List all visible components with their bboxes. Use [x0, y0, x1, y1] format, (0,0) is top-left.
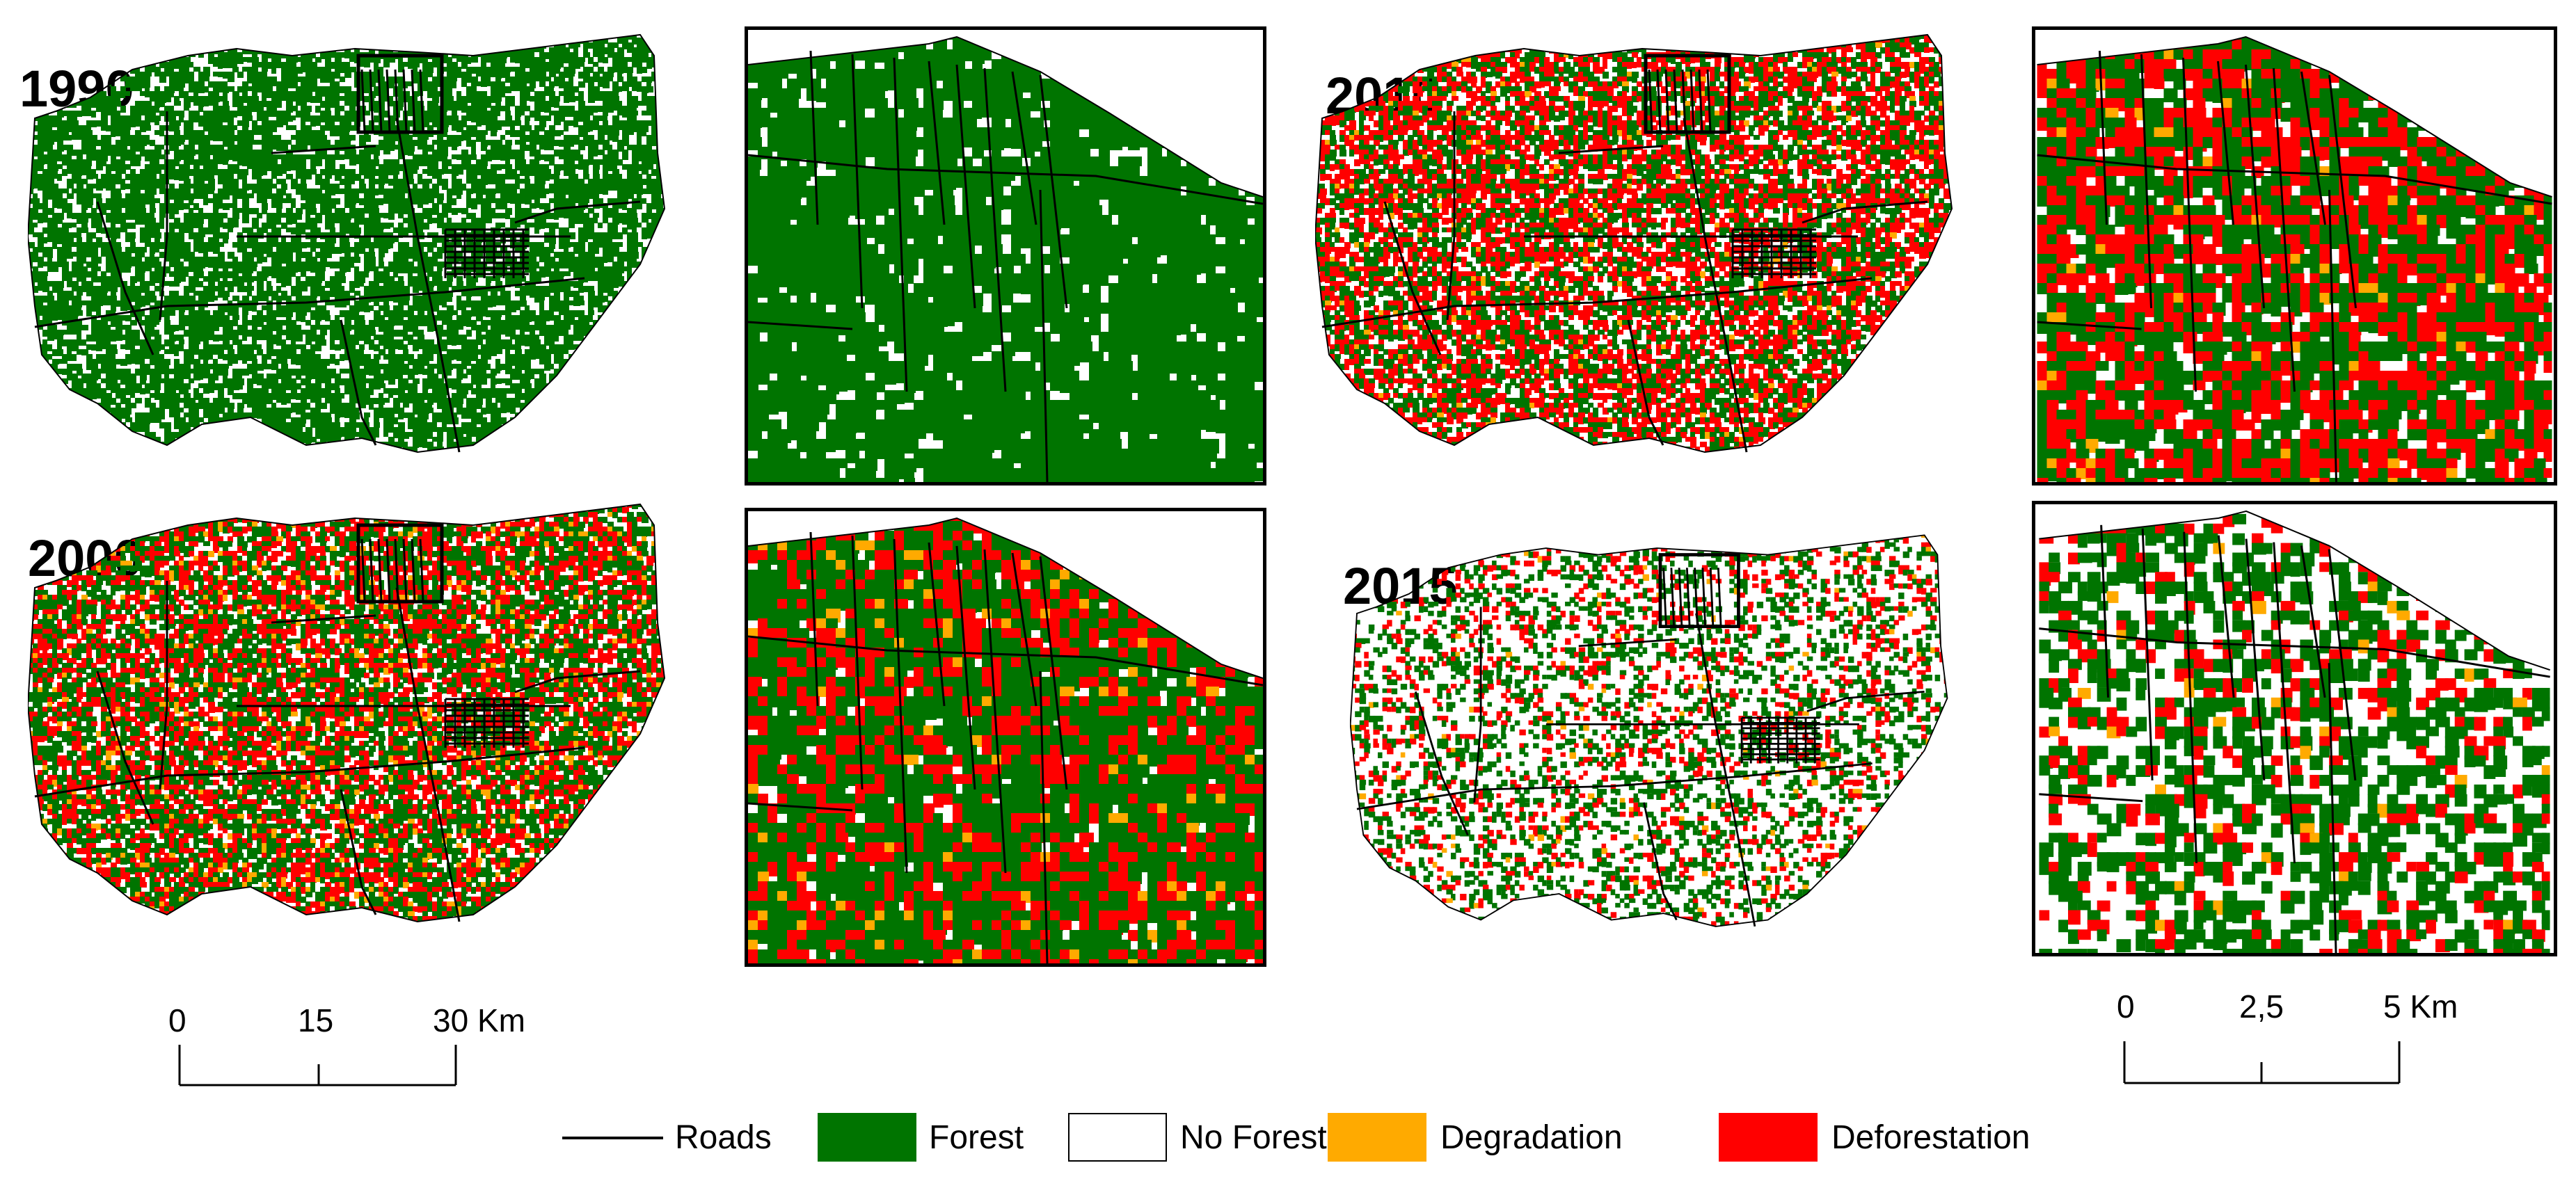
scale-tick-label: 0 [168, 1002, 186, 1039]
zoom-map-2000 [745, 508, 1266, 967]
zoom-map-2015 [2032, 501, 2557, 956]
legend-deforestation-swatch [1719, 1113, 1818, 1162]
scale-tick-label: 15 [298, 1002, 333, 1039]
legend-deforestation-label: Deforestation [1831, 1118, 2030, 1157]
legend-no-forest-label: No Forest [1180, 1118, 1327, 1157]
zoom-map-1990 [745, 26, 1266, 486]
regional-map-1990 [28, 28, 710, 473]
scale-tick-label: 30 Km [433, 1002, 525, 1039]
scale-tick-label: 0 [2117, 988, 2135, 1025]
scale-bar-regional: 0 15 30 Km [160, 1002, 550, 1099]
legend-no-forest-swatch [1068, 1113, 1167, 1162]
legend-degradation-swatch [1328, 1113, 1426, 1162]
regional-map-2010 [1315, 28, 1997, 473]
scale-bar-zoom: 0 2,5 5 Km [2108, 988, 2540, 1092]
regional-map-2000 [28, 497, 710, 943]
legend-degradation-label: Degradation [1440, 1118, 1623, 1157]
scale-tick-label: 5 Km [2383, 988, 2458, 1025]
legend-roads-label: Roads [675, 1118, 772, 1157]
zoom-map-2010 [2032, 26, 2557, 486]
legend-forest-label: Forest [929, 1118, 1024, 1157]
legend-roads-line [562, 1137, 663, 1139]
scale-tick-label: 2,5 [2239, 988, 2284, 1025]
regional-map-2015 [1350, 529, 1990, 946]
legend: Roads Forest No Forest Degradation Defor… [557, 1112, 2088, 1167]
legend-forest-swatch [818, 1113, 916, 1162]
